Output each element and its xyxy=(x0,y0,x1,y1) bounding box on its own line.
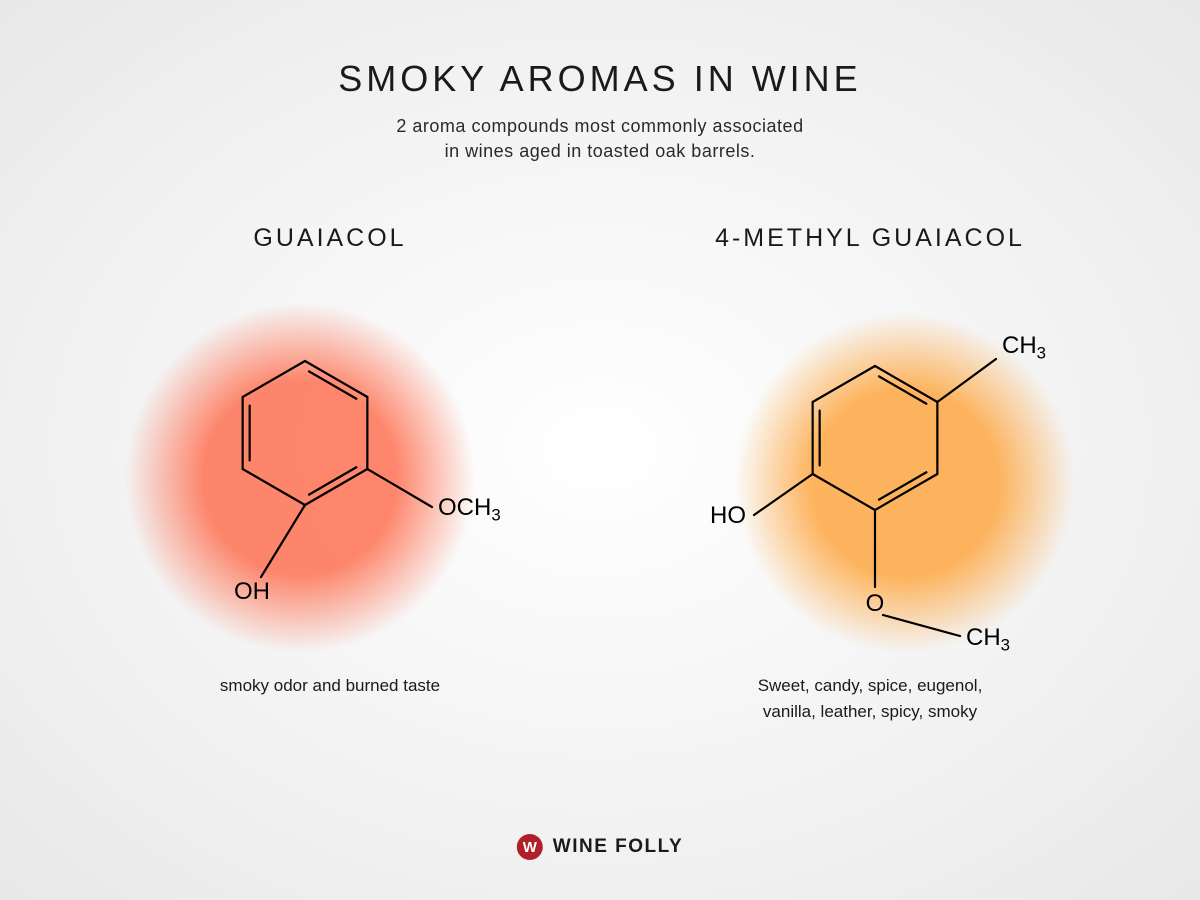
svg-text:OCH3: OCH3 xyxy=(438,494,501,524)
svg-text:O: O xyxy=(866,590,885,617)
molecule-4-methyl-guaiacol: CH3 O CH3 HO xyxy=(650,283,1090,653)
description-4-methyl-guaiacol: Sweet, candy, spice, eugenol,vanilla, le… xyxy=(758,673,983,724)
description-guaiacol: smoky odor and burned taste xyxy=(220,673,440,699)
compound-guaiacol: GUAIACOL OCH3 OH smoky odor and burned ta… xyxy=(110,224,550,724)
header: SMOKY AROMAS IN WINE 2 aroma compounds m… xyxy=(0,0,1200,164)
molecule-svg-guaiacol: OCH3 OH xyxy=(110,283,550,653)
molecule-guaiacol: OCH3 OH xyxy=(110,283,550,653)
svg-text:OH: OH xyxy=(234,578,270,605)
molecule-svg-4-methyl-guaiacol: CH3 O CH3 HO xyxy=(650,283,1090,653)
compounds-row: GUAIACOL OCH3OH smoky odor and burned ta… xyxy=(0,224,1200,724)
subtitle-line-2: in wines aged in toasted oak barrels. xyxy=(445,141,756,161)
svg-text:CH3: CH3 xyxy=(1002,332,1046,362)
brand-logo-icon: W xyxy=(517,834,543,860)
branding: W WINE FOLLY xyxy=(517,834,683,860)
compound-name-guaiacol: GUAIACOL xyxy=(253,224,406,253)
compound-4-methyl-guaiacol: 4-METHYL GUAIACOL CH3 O CH3 HO Sweet, candy… xyxy=(650,224,1090,724)
svg-text:CH3: CH3 xyxy=(966,624,1010,653)
brand-text: WINE FOLLY xyxy=(553,836,683,858)
page-title: SMOKY AROMAS IN WINE xyxy=(0,58,1200,100)
svg-text:HO: HO xyxy=(710,502,746,529)
page-subtitle: 2 aroma compounds most commonly associat… xyxy=(0,114,1200,164)
subtitle-line-1: 2 aroma compounds most commonly associat… xyxy=(396,116,803,136)
compound-name-4-methyl-guaiacol: 4-METHYL GUAIACOL xyxy=(715,224,1025,253)
